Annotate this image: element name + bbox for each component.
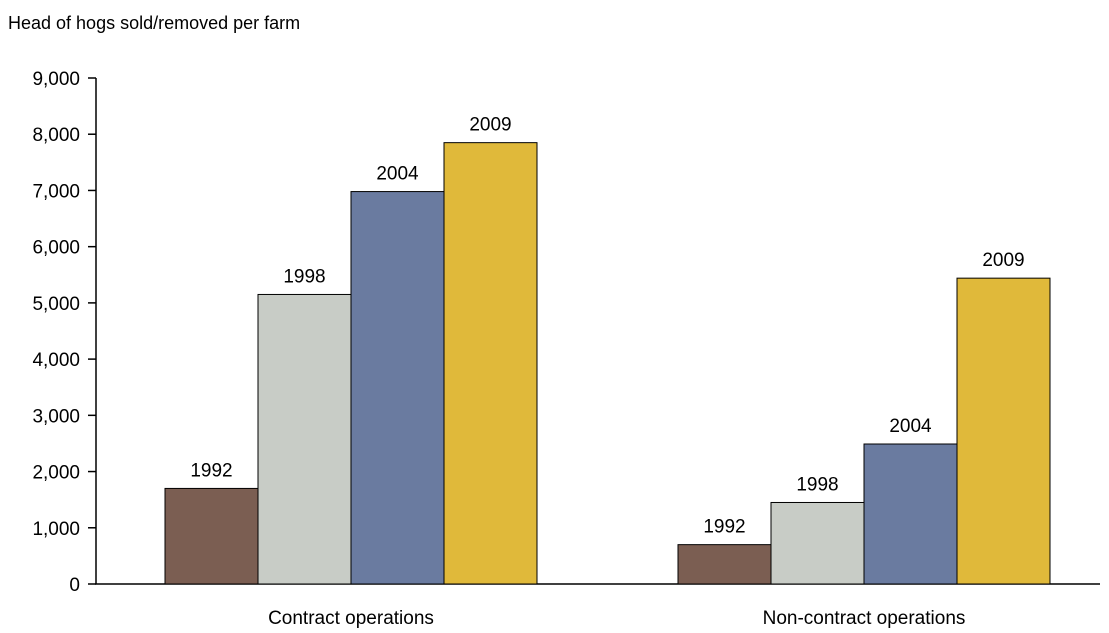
y-tick-label: 1,000 xyxy=(32,519,80,540)
y-tick-label: 8,000 xyxy=(32,125,80,146)
y-tick-label: 7,000 xyxy=(32,181,80,202)
y-tick-label: 3,000 xyxy=(32,406,80,427)
bars xyxy=(164,142,1051,585)
bar-label: 1992 xyxy=(190,460,232,481)
bar-label: 2004 xyxy=(889,416,932,437)
bar-label: 1998 xyxy=(796,474,838,495)
axes: 0 1,000 2,000 3,000 4,000 5,000 6,000 7,000 8,00… xyxy=(32,69,1100,596)
bar-2004-non-contract xyxy=(863,443,958,585)
y-tick-label: 4,000 xyxy=(32,350,80,371)
bar-1998-contract xyxy=(257,293,352,585)
y-tick-label: 9,000 xyxy=(32,69,80,90)
bar-2004-contract xyxy=(350,191,445,585)
bar-2009-contract xyxy=(443,142,538,585)
category-label: Contract operations xyxy=(268,608,434,629)
y-axis-title: Head of hogs sold/removed per farm xyxy=(8,13,301,33)
y-tick-label: 0 xyxy=(69,575,80,596)
category-label: Non-contract operations xyxy=(763,608,966,629)
labels: 1992 1998 2004 2009 Contract operations 1992 1… xyxy=(190,115,1024,629)
bar-1998-non-contract xyxy=(770,501,865,585)
bar-label: 1992 xyxy=(703,517,745,538)
bar-2009-non-contract xyxy=(956,277,1051,585)
y-tick-label: 2,000 xyxy=(32,463,80,484)
bar-label: 2009 xyxy=(982,250,1024,271)
bar-1992-contract xyxy=(164,487,259,585)
bar-1992-non-contract xyxy=(677,544,772,585)
bar-label: 1998 xyxy=(283,266,325,287)
bar-label: 2009 xyxy=(469,115,511,136)
y-tick-label: 5,000 xyxy=(32,294,80,315)
y-tick-label: 6,000 xyxy=(32,238,80,259)
bar-label: 2004 xyxy=(376,164,419,185)
